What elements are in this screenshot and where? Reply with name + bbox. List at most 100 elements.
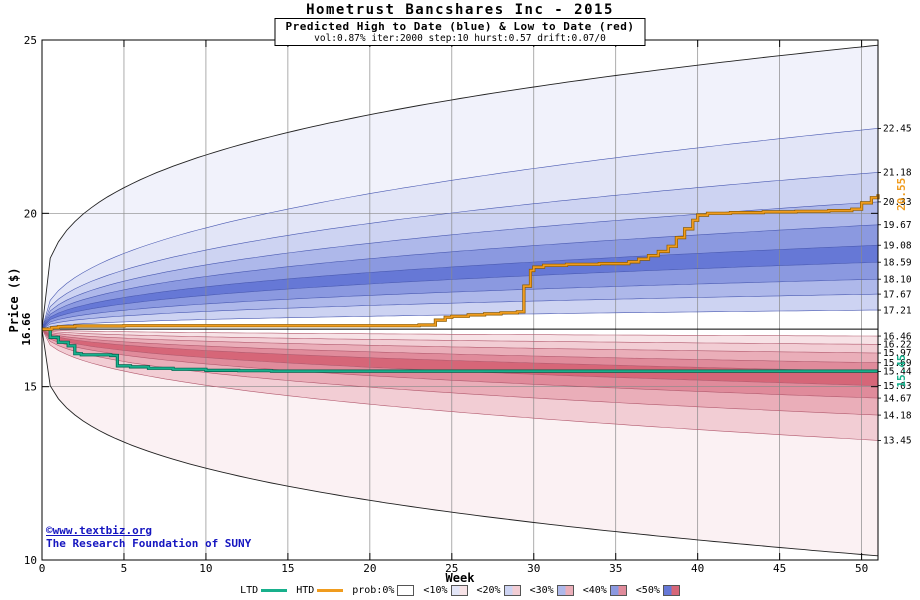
legend-item--50-: <50% [636, 585, 680, 596]
right-axis-label-17.21: 17.21 [883, 305, 912, 316]
right-axis-label-14.18: 14.18 [883, 410, 912, 421]
y-tick-label-10: 10 [24, 554, 37, 567]
legend-label: <30% [529, 585, 554, 596]
x-axis-title: Week [445, 571, 475, 585]
legend-box-swatch [609, 585, 627, 596]
chart-subtitle: Predicted High to Date (blue) & Low to D… [285, 20, 635, 33]
band-high-6 [42, 262, 878, 330]
band-low-2 [42, 329, 878, 363]
htd-final-label: 20.55 [895, 178, 908, 211]
legend-item--40-: <40% [583, 585, 627, 596]
envelope-bottom [41, 329, 879, 557]
boundary-high-0 [41, 128, 879, 330]
x-tick-label-35: 35 [609, 562, 622, 575]
x-tick-label-20: 20 [363, 562, 376, 575]
legend-label: LTD [240, 585, 259, 596]
legend-label: HTD [296, 585, 315, 596]
ltd-final-label: 15.45 [895, 355, 908, 388]
right-axis-label-13.45: 13.45 [883, 436, 912, 447]
legend-label: prob:0% [352, 585, 395, 596]
chart-subtitle-box: Predicted High to Date (blue) & Low to D… [274, 18, 646, 46]
band-low-0 [42, 329, 878, 345]
legend-box-swatch [503, 585, 521, 596]
band-low-1 [42, 329, 878, 353]
start-price-label: 16.66 [20, 312, 33, 345]
legend-item-prob-0-: prob:0% [352, 585, 415, 596]
legend-label: <20% [476, 585, 501, 596]
x-tick-label-5: 5 [121, 562, 128, 575]
x-tick-label-40: 40 [691, 562, 704, 575]
y-tick-label-20: 20 [24, 207, 37, 220]
legend-item--10-: <10% [423, 585, 468, 596]
legend-label: <40% [582, 585, 607, 596]
legend-box-swatch [397, 585, 415, 596]
boundary-low-0 [41, 328, 879, 337]
x-tick-label-45: 45 [773, 562, 786, 575]
boundary-low-8 [41, 328, 879, 441]
legend-line-swatch [317, 589, 344, 592]
legend-line-swatch [261, 589, 288, 592]
x-tick-label-15: 15 [281, 562, 294, 575]
right-axis-label-18.59: 18.59 [883, 257, 912, 268]
boundary-high-3 [41, 224, 879, 330]
y-axis-title: Price ($) [7, 267, 21, 333]
band-high-0 [42, 45, 878, 330]
right-axis-label-19.08: 19.08 [883, 240, 912, 251]
band-low-5 [42, 329, 878, 399]
boundary-high-6 [41, 278, 879, 330]
legend-box-swatch [662, 585, 680, 596]
band-low-8 [42, 329, 878, 556]
legend-item-htd: HTD [296, 585, 344, 596]
boundary-high-5 [41, 261, 879, 330]
watermark-url: ©www.textbiz.org [46, 524, 152, 537]
chart-params: vol:0.87% iter:2000 step:10 hurst:0.57 d… [314, 33, 606, 44]
legend-box-swatch [556, 585, 574, 596]
legend-box-swatch [450, 585, 468, 596]
band-high-5 [42, 245, 878, 330]
htd-line [42, 194, 879, 330]
right-axis-label-19.67: 19.67 [883, 220, 912, 231]
y-tick-label-15: 15 [24, 381, 37, 394]
boundary-low-4 [41, 328, 879, 372]
boundary-low-2 [41, 328, 879, 354]
right-axis-label-15.44: 15.44 [883, 367, 912, 378]
x-tick-label-10: 10 [199, 562, 212, 575]
right-axis-label-16.22: 16.22 [883, 340, 912, 351]
y-tick-label-25: 25 [24, 34, 37, 47]
right-axis-label-16.46: 16.46 [883, 331, 912, 342]
band-high-3 [42, 201, 878, 330]
right-axis-label-18.10: 18.10 [883, 274, 912, 285]
legend-item--30-: <30% [530, 585, 574, 596]
boundary-high-7 [41, 293, 879, 330]
x-tick-label-0: 0 [39, 562, 46, 575]
legend-item--20-: <20% [477, 585, 521, 596]
right-axis-label-14.67: 14.67 [883, 393, 912, 404]
envelope-top [41, 44, 879, 330]
ltd-line [42, 328, 878, 372]
band-high-8 [42, 294, 878, 330]
band-low-6 [42, 329, 878, 416]
band-low-3 [42, 329, 878, 372]
right-axis-label-17.67: 17.67 [883, 289, 912, 300]
right-axis-label-15.97: 15.97 [883, 348, 912, 359]
legend-label: <10% [423, 585, 448, 596]
legend: LTD HTD prob:0% <10% <20% <30% <40% <50% [0, 585, 920, 596]
band-high-2 [42, 172, 878, 330]
band-low-7 [42, 329, 878, 441]
band-high-1 [42, 128, 878, 330]
boundary-low-6 [41, 328, 879, 399]
right-axis-label-15.03: 15.03 [883, 381, 912, 392]
boundary-high-1 [41, 172, 879, 330]
band-high-7 [42, 279, 878, 330]
right-axis-label-22.45: 22.45 [883, 124, 912, 135]
chart-title: Hometrust Bancshares Inc - 2015 [306, 2, 614, 18]
legend-item-ltd: LTD [240, 585, 288, 596]
x-tick-label-50: 50 [855, 562, 868, 575]
right-axis-label-21.18: 21.18 [883, 168, 912, 179]
boundary-high-4 [41, 244, 879, 330]
right-axis-label-20.33: 20.33 [883, 197, 912, 208]
watermark: ©www.textbiz.org The Research Foundation… [46, 524, 251, 550]
boundary-low-3 [41, 328, 879, 363]
